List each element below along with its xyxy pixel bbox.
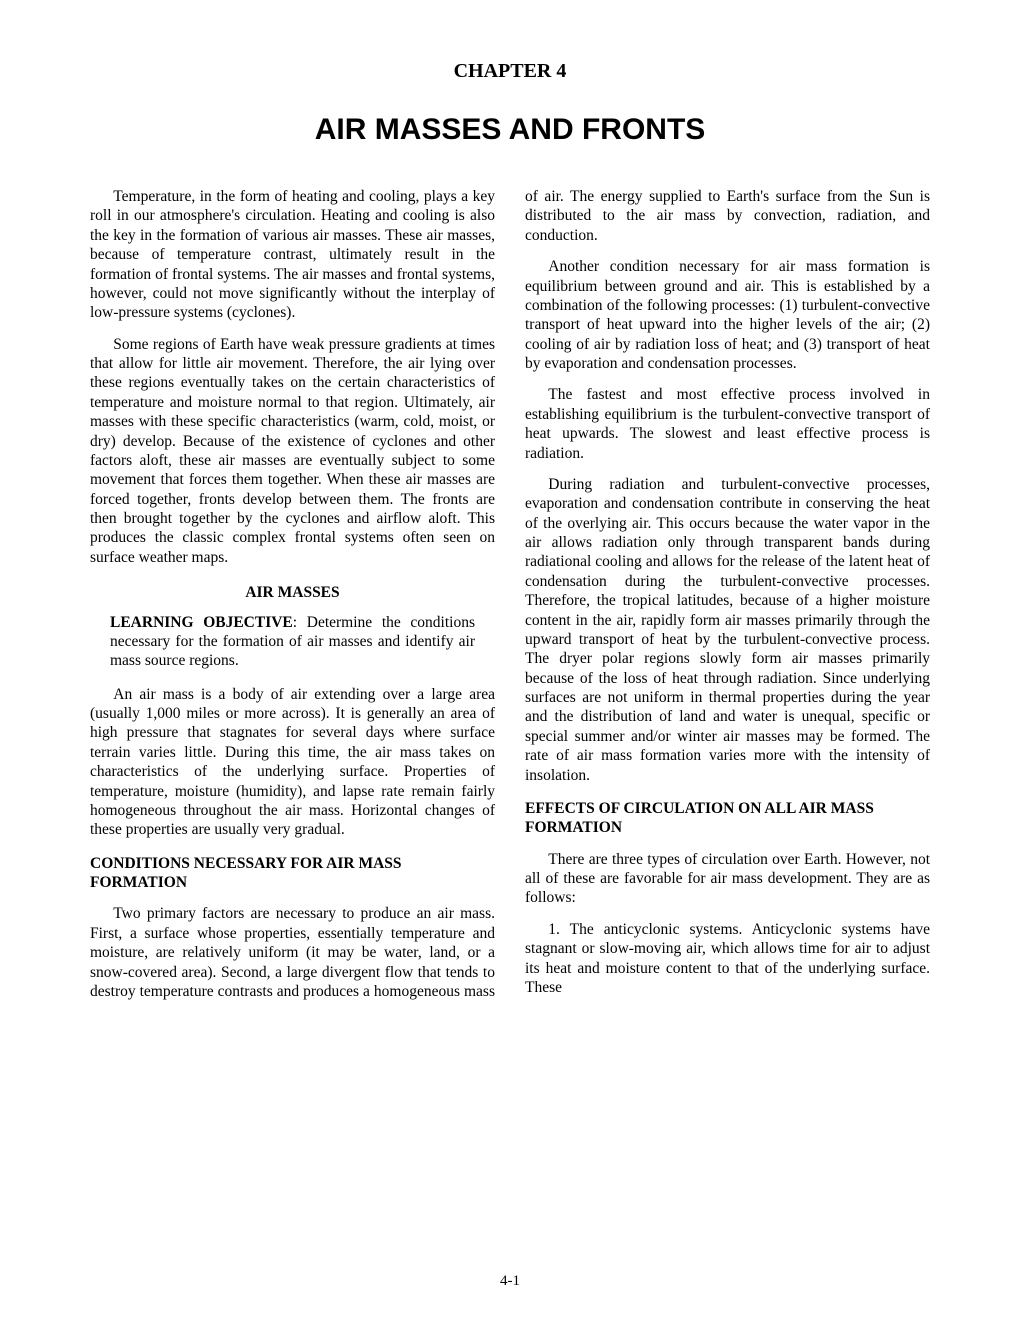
body-columns: Temperature, in the form of heating and … (90, 187, 930, 1005)
paragraph: The fastest and most effective process i… (525, 385, 930, 463)
list-item: 1. The anticyclonic systems. Anticycloni… (525, 920, 930, 998)
page-number: 4-1 (0, 1273, 1020, 1290)
paragraph: An air mass is a body of air extending o… (90, 685, 495, 840)
paragraph: There are three types of circulation ove… (525, 850, 930, 908)
chapter-label: CHAPTER 4 (90, 60, 930, 83)
section-heading-air-masses: AIR MASSES (90, 583, 495, 602)
section-heading-conditions: CONDITIONS NECESSARY FOR AIR MASS FORMAT… (90, 854, 495, 893)
paragraph: During radiation and turbulent-convectiv… (525, 475, 930, 785)
learning-objective-lead: LEARNING OBJECTIVE (110, 614, 293, 631)
paragraph: Temperature, in the form of heating and … (90, 187, 495, 323)
learning-objective: LEARNING OBJECTIVE: Determine the condit… (110, 613, 475, 671)
chapter-title: AIR MASSES AND FRONTS (90, 113, 930, 147)
section-heading-effects: EFFECTS OF CIRCULATION ON ALL AIR MASS F… (525, 799, 930, 838)
paragraph: Another condition necessary for air mass… (525, 257, 930, 373)
paragraph: Some regions of Earth have weak pressure… (90, 335, 495, 568)
